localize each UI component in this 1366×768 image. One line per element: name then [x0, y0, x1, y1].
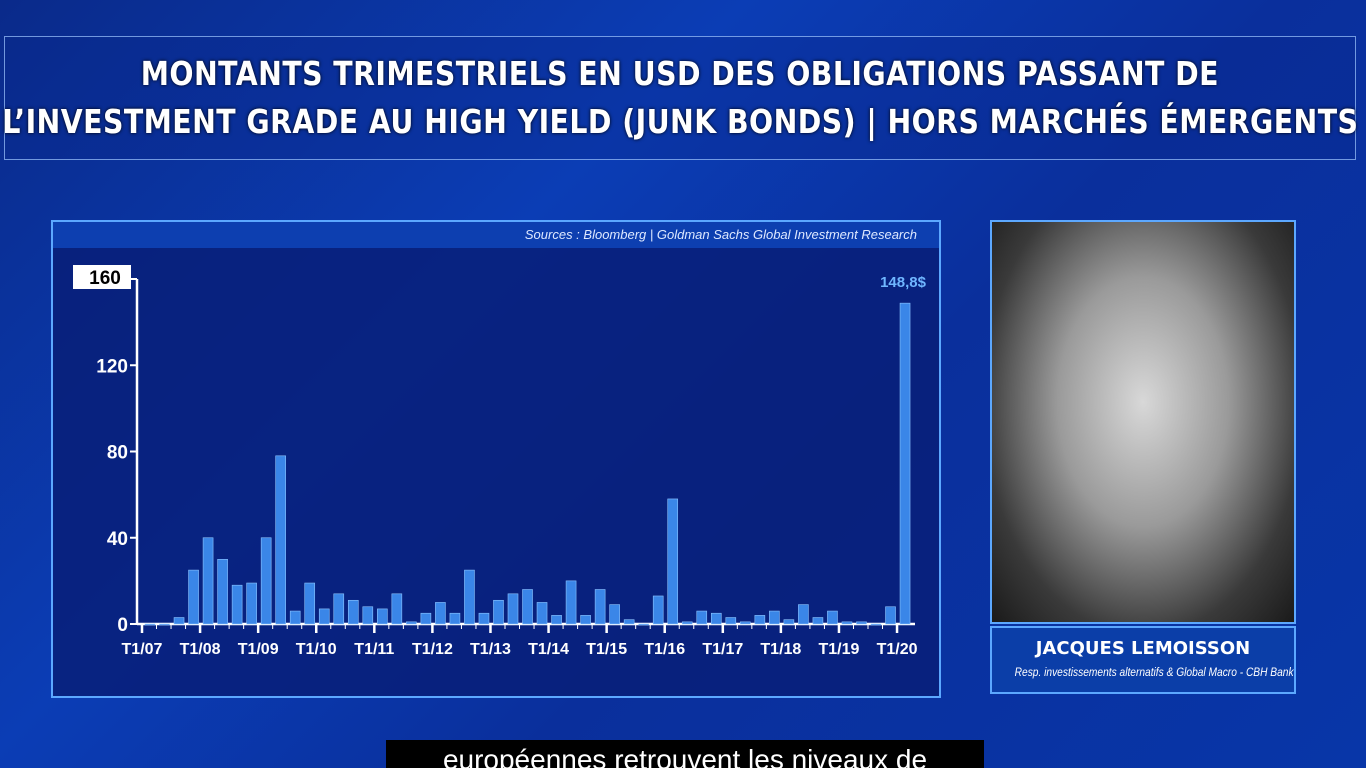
- bar: [740, 621, 751, 625]
- bar: [159, 623, 170, 626]
- bar: [507, 593, 519, 625]
- bar: [522, 589, 533, 625]
- bar: [754, 615, 766, 625]
- chart-panel: Sources : Bloomberg | Goldman Sachs Glob…: [51, 220, 941, 698]
- bar: [260, 537, 272, 625]
- bar: [565, 580, 577, 625]
- bar: [638, 623, 649, 626]
- bar: [246, 582, 257, 625]
- bar: [493, 599, 504, 625]
- bar: [623, 619, 635, 625]
- bar: [144, 623, 156, 626]
- bar: [551, 615, 562, 625]
- bar: [318, 608, 330, 625]
- bar: [681, 621, 693, 625]
- x-tick-label: T1/18: [760, 641, 801, 658]
- bar: [580, 615, 591, 625]
- bar-chart: 0 40 80 120 160 T1/07 T1/08 T1/09 T1/10 T1/11 T1/1…: [73, 265, 927, 658]
- bar: [798, 604, 809, 625]
- bar: [464, 569, 475, 625]
- x-tick-label: T1/08: [180, 641, 221, 658]
- bar: [783, 619, 795, 625]
- bar: [827, 610, 838, 625]
- bar: [289, 610, 301, 625]
- bar: [856, 621, 867, 625]
- bar: [435, 602, 446, 625]
- y-tick-label: 120: [96, 356, 128, 377]
- data-label: 148,8$: [880, 274, 927, 291]
- bar: [333, 593, 345, 625]
- source-note: Sources : Bloomberg | Goldman Sachs Glob…: [53, 222, 939, 248]
- bar: [188, 569, 199, 625]
- y-tick-label: 80: [107, 443, 128, 464]
- bar: [899, 302, 911, 625]
- bar: [406, 621, 417, 625]
- x-tick-label: T1/07: [122, 641, 163, 658]
- bar: [420, 612, 432, 625]
- bar: [478, 612, 490, 625]
- bar: [710, 612, 722, 625]
- bar: [885, 606, 896, 625]
- x-tick-label: T1/16: [644, 641, 685, 658]
- bar: [202, 537, 214, 625]
- x-tick-label: T1/15: [586, 641, 627, 658]
- bar: [449, 612, 461, 625]
- bar: [347, 599, 359, 625]
- bar: [769, 610, 780, 625]
- bar: [594, 589, 606, 625]
- bar: [362, 606, 374, 625]
- bar: [536, 602, 548, 625]
- speaker-name: JACQUES LEMOISSON: [1035, 638, 1251, 659]
- y-top-label-bg: [73, 265, 131, 289]
- bar: [725, 617, 737, 625]
- x-tick-label: T1/13: [470, 641, 511, 658]
- bar: [609, 604, 620, 625]
- title-line-2: L’INVESTMENT GRADE AU HIGH YIELD (JUNK B…: [1, 102, 1359, 141]
- x-tick-label: T1/11: [354, 641, 394, 658]
- bar: [667, 498, 679, 625]
- bar: [652, 595, 664, 625]
- y-tick-label: 40: [107, 529, 128, 550]
- speaker-caption: JACQUES LEMOISSON Resp. investissements …: [990, 626, 1296, 694]
- x-tick-label: T1/14: [528, 641, 569, 658]
- bar: [841, 621, 853, 625]
- title-box: MONTANTS TRIMESTRIELS EN USD DES OBLIGAT…: [1, 36, 1359, 160]
- y-tick-label: 160: [89, 268, 121, 289]
- bar: [173, 617, 185, 625]
- video-subtitle: européennes retrouvent les niveaux de: [386, 740, 984, 768]
- bar: [217, 559, 228, 625]
- x-tick-label: T1/09: [238, 641, 279, 658]
- y-tick-label: 0: [117, 615, 128, 636]
- x-tick-label: T1/12: [412, 641, 453, 658]
- bar: [377, 608, 388, 625]
- speaker-role: Resp. investissements alternatifs & Glob…: [1014, 665, 1294, 679]
- bar: [304, 582, 316, 625]
- x-tick-label: T1/20: [877, 641, 918, 658]
- bar: [696, 610, 708, 625]
- x-tick-label: T1/19: [818, 641, 859, 658]
- x-tick-label: T1/17: [702, 641, 743, 658]
- title-line-1: MONTANTS TRIMESTRIELS EN USD DES OBLIGAT…: [140, 54, 1220, 93]
- bar: [812, 617, 824, 625]
- bar: [275, 455, 286, 625]
- bar: [870, 623, 882, 626]
- bar: [391, 593, 403, 625]
- bar: [231, 584, 243, 625]
- x-tick-label: T1/10: [296, 641, 337, 658]
- speaker-photo: [990, 220, 1296, 624]
